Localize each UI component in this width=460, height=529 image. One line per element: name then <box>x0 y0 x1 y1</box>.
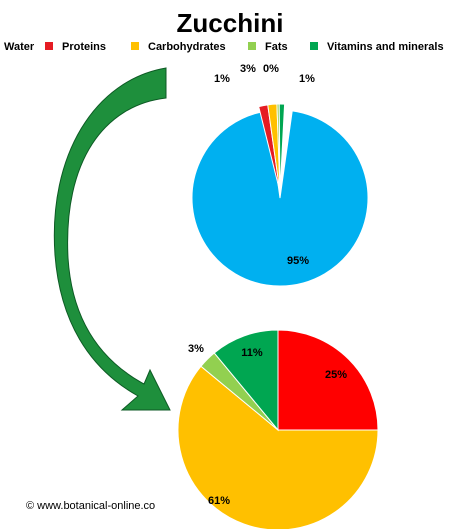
slice-label-fats: 3% <box>188 343 204 355</box>
slice-label-proteins: 25% <box>325 369 347 381</box>
pie-chart-whole: 95% 1% 3% 0% 1% <box>191 63 369 287</box>
slice-label-proteins: 1% <box>214 73 230 85</box>
slice-label-fats: 0% <box>263 63 279 75</box>
pie-slice-carbohydrates <box>177 365 379 529</box>
legend-item-water: Water <box>4 40 34 54</box>
legend: Water Proteins Carbohydrates Fats Vitami… <box>4 40 460 56</box>
pie-slice-vitamins-and-minerals <box>213 329 279 432</box>
legend-swatch <box>131 42 139 51</box>
legend-label: Proteins <box>62 41 107 53</box>
chart-title: Zucchini <box>176 8 284 38</box>
pie-slice-water <box>191 110 369 287</box>
legend-swatch <box>310 42 318 51</box>
legend-item-proteins: Proteins <box>45 40 106 54</box>
legend-item-fats: Fats <box>248 40 288 54</box>
legend-label: Carbohydrates <box>148 41 226 53</box>
slice-label-vitamins-and-minerals: 11% <box>241 347 263 359</box>
legend-swatch <box>248 42 256 51</box>
pie-slice-vitamins-and-minerals <box>278 103 286 193</box>
pie-slice-proteins <box>277 329 379 431</box>
legend-swatch <box>45 42 53 51</box>
legend-item-carbohydrates: Carbohydrates <box>131 40 226 54</box>
legend-label: Vitamins and minerals <box>327 41 444 53</box>
legend-label: Fats <box>265 41 288 53</box>
slice-label-carbohydrates: 3% <box>240 63 256 75</box>
legend-item-vitamins: Vitamins and minerals <box>310 40 444 54</box>
slice-label-carbohydrates: 61% <box>208 495 230 507</box>
arrow-shape <box>53 67 171 411</box>
legend-label: Water <box>4 41 35 53</box>
credit-text: © www.botanical-online.co <box>26 500 156 512</box>
slice-label-vitamins-and-minerals: 1% <box>299 73 315 85</box>
pie-chart-dry-matter: 25% 61% 3% 11% <box>177 329 379 529</box>
slice-label-water: 95% <box>287 255 309 267</box>
